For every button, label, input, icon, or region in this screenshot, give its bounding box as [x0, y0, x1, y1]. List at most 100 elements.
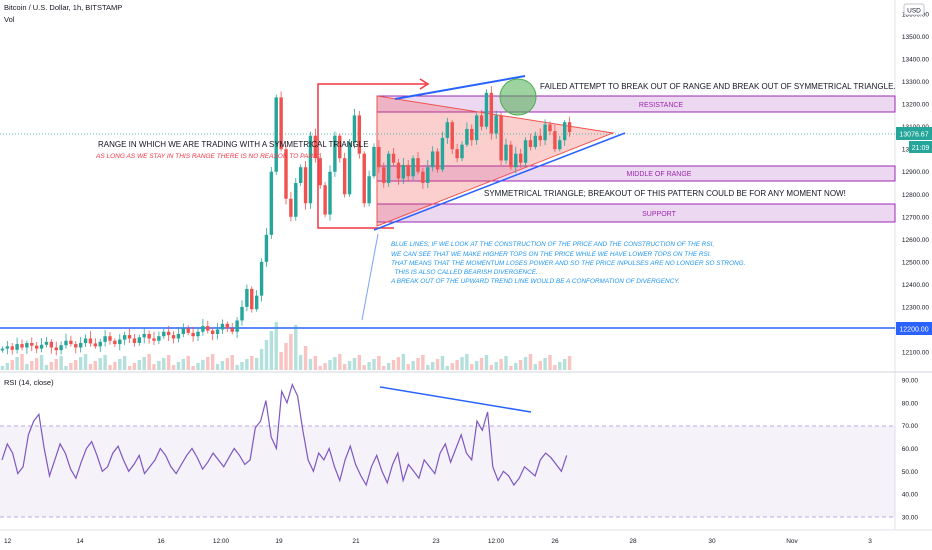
- volume-bar: [523, 357, 528, 370]
- candle-body: [206, 326, 210, 331]
- last-price-tag: [896, 127, 932, 140]
- price-tick-label: 12700.00: [902, 214, 929, 221]
- volume-bar: [367, 362, 371, 370]
- volume-bar: [10, 360, 14, 370]
- volume-bar: [39, 355, 44, 370]
- candle-body: [49, 341, 54, 348]
- candle-body: [421, 171, 425, 183]
- candle-body: [377, 146, 381, 168]
- volume-bar: [269, 331, 274, 370]
- lower-price-trendline[interactable]: [373, 132, 626, 231]
- range-bracket[interactable]: [317, 83, 426, 229]
- volume-bar: [30, 361, 34, 370]
- volume-bar: [489, 365, 494, 370]
- candle-body: [254, 295, 259, 310]
- candle-body: [176, 333, 181, 339]
- rsi-axis[interactable]: 90.00 80.00 70.00 60.00 50.00 40.00 30.00: [902, 378, 919, 522]
- candle-body: [401, 164, 406, 179]
- candle-body: [30, 342, 34, 346]
- candle-body: [93, 343, 98, 347]
- failed-breakout-circle[interactable]: [499, 78, 537, 116]
- volume-bar: [15, 357, 19, 370]
- candle-body: [215, 329, 220, 334]
- volume-bar: [142, 357, 146, 370]
- time-tick-label: 12: [4, 538, 12, 545]
- candle-body: [518, 153, 523, 163]
- volume-bar: [230, 355, 234, 370]
- volume-bar: [88, 364, 93, 370]
- price-tick-label: 12400.00: [902, 282, 929, 289]
- volume-bar: [357, 355, 362, 370]
- volume-bar: [59, 356, 63, 370]
- candle-body: [191, 332, 195, 337]
- volume-bar: [567, 356, 572, 370]
- symmetrical-triangle[interactable]: [376, 95, 615, 227]
- candle-body: [562, 122, 567, 141]
- volume-bar: [479, 358, 484, 370]
- candle-body: [372, 146, 376, 177]
- price-axis-background: [895, 0, 932, 550]
- volume-bar: [215, 364, 220, 370]
- candle-body: [39, 344, 44, 349]
- volume-bar: [430, 362, 435, 370]
- time-tick-label: 16: [157, 538, 165, 545]
- currency-label: USD: [907, 8, 921, 15]
- volume-bar: [440, 356, 445, 370]
- divergence-note-line-4: THIS IS ALSO CALLED BEARISH DIVERGENCE.: [391, 269, 538, 276]
- volume-bar: [303, 346, 308, 370]
- candle-body: [201, 326, 205, 332]
- candle-body: [274, 97, 278, 172]
- support-zone[interactable]: [376, 203, 896, 223]
- time-tick-label: 12:00: [213, 538, 230, 545]
- volume-bar: [352, 358, 357, 370]
- volume-bars: [0, 322, 572, 370]
- candle-body: [132, 338, 137, 343]
- volume-bar: [210, 354, 215, 370]
- candle-body: [250, 288, 254, 310]
- divergence-note[interactable]: BLUE LINES; IF WE LOOK AT THE CONSTRUCTI…: [390, 241, 745, 285]
- range-title-note[interactable]: RANGE IN WHICH WE ARE TRADING WITH A SYM…: [98, 140, 369, 149]
- middle-of-range-label: MIDDLE OF RANGE: [627, 171, 692, 178]
- candle-body: [396, 162, 401, 179]
- candle-body: [210, 330, 215, 334]
- failed-breakout-note[interactable]: FAILED ATTEMPT TO BREAK OUT OF RANGE AND…: [540, 82, 896, 91]
- volume-bar: [69, 363, 73, 370]
- price-tick-label: 13500.00: [902, 34, 929, 41]
- volume-bar: [470, 364, 474, 370]
- range-panic-note[interactable]: AS LONG AS WE STAY IN THIS RANGE THERE I…: [95, 153, 321, 160]
- time-tick-label: Nov: [786, 538, 798, 545]
- rsi-line: [1, 382, 568, 487]
- volume-bar: [450, 363, 454, 370]
- candle-body: [113, 340, 117, 345]
- time-axis[interactable]: 12 14 16 12:00 19 21 23 12:00 26 28 30 Nov 3: [4, 538, 872, 545]
- price-tick-label: 13400.00: [902, 57, 929, 64]
- upper-price-trendline[interactable]: [394, 75, 526, 100]
- volume-bar: [514, 363, 518, 370]
- volume-bar: [279, 352, 283, 370]
- candle-body: [328, 171, 332, 215]
- candle-body: [514, 153, 518, 168]
- volume-bar: [274, 322, 278, 370]
- price-tick-label: 13200.00: [902, 102, 929, 109]
- candle-body: [450, 122, 454, 150]
- candle-body: [137, 337, 142, 343]
- currency-box[interactable]: [903, 3, 925, 16]
- candle-body: [323, 185, 327, 215]
- rsi-divergence-trendline[interactable]: [379, 386, 532, 413]
- volume-bar: [504, 356, 508, 370]
- candle-body: [558, 140, 562, 150]
- volume-bar: [445, 366, 450, 370]
- candle-body: [342, 158, 347, 195]
- volume-bar: [206, 357, 210, 370]
- candle-body: [162, 331, 166, 337]
- candle-body: [313, 135, 318, 159]
- volume-bar: [250, 356, 254, 370]
- support-label: SUPPORT: [642, 211, 676, 218]
- triangle-note[interactable]: SYMMETRICAL TRIANGLE; BREAKOUT OF THIS P…: [484, 189, 846, 198]
- volume-bar: [298, 355, 303, 370]
- volume-bar: [98, 358, 102, 370]
- candle-body: [479, 115, 484, 127]
- volume-bar: [313, 356, 318, 370]
- candle-body: [533, 135, 538, 147]
- volume-bar: [416, 358, 420, 370]
